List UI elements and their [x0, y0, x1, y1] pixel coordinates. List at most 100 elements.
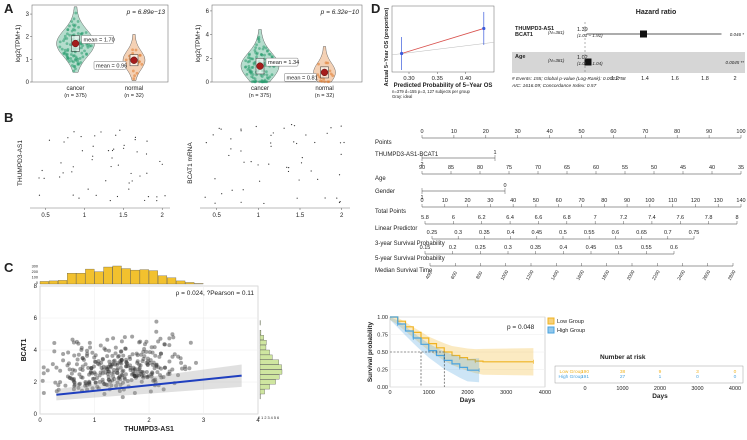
- nomogram-tick-label: 6.8: [563, 215, 571, 221]
- data-point: [72, 69, 76, 73]
- x-tick-label: 0.5: [41, 213, 50, 219]
- data-point: [214, 202, 216, 204]
- p-value-label: p = 6.32e−10: [320, 9, 360, 16]
- data-point: [72, 166, 74, 168]
- data-point: [162, 342, 167, 347]
- data-point: [87, 379, 92, 384]
- y-tick-label: 0.75: [377, 333, 388, 339]
- group-n-cancer: (n = 375): [249, 93, 272, 99]
- nomogram-tick-label: 100: [645, 198, 654, 204]
- data-point: [105, 371, 110, 376]
- data-point: [89, 366, 94, 371]
- forest-n: (N=381): [548, 30, 565, 35]
- data-point: [244, 65, 248, 69]
- data-point: [293, 141, 295, 143]
- data-point: [176, 373, 181, 378]
- data-point: [79, 345, 84, 350]
- data-point: [52, 341, 57, 346]
- data-point: [111, 359, 116, 364]
- risk-table-value: 190: [581, 369, 589, 375]
- data-point: [136, 367, 141, 372]
- data-point: [107, 348, 112, 353]
- data-point: [87, 188, 89, 190]
- risk-table-title: Number at risk: [600, 354, 646, 361]
- data-point: [77, 372, 82, 377]
- data-point: [124, 58, 128, 62]
- data-point: [92, 155, 94, 157]
- data-point: [139, 371, 144, 376]
- data-point: [146, 374, 151, 379]
- violin-normal: [313, 46, 336, 83]
- data-point: [248, 52, 251, 56]
- data-point: [156, 365, 161, 370]
- nomogram-tick-label: 40: [709, 165, 715, 171]
- data-point: [150, 362, 155, 367]
- data-point: [93, 359, 98, 364]
- nomogram-tick-label: 0.45: [531, 230, 542, 236]
- data-point: [317, 178, 319, 180]
- nomogram-tick-label: 5.8: [421, 215, 429, 221]
- y-tick-label: 0.25: [377, 368, 388, 374]
- data-point: [162, 365, 167, 370]
- risk-table-value: 38: [620, 369, 626, 375]
- y-axis-label: THUMPD3-AS1: [17, 140, 24, 186]
- x-tick-label: 1: [93, 418, 97, 424]
- nomogram-tick-label: 6: [452, 215, 455, 221]
- data-point: [120, 380, 125, 385]
- x-tick-label: 3000: [500, 390, 512, 396]
- data-point: [40, 378, 45, 383]
- median-lines: [390, 351, 445, 387]
- data-point: [45, 368, 50, 373]
- data-point: [159, 160, 161, 163]
- data-point: [135, 353, 140, 358]
- top-hist-bar: [148, 270, 158, 285]
- data-point: [139, 175, 141, 177]
- data-point: [140, 373, 145, 378]
- data-point: [70, 53, 73, 56]
- nomogram-tick-label: 400: [425, 270, 434, 280]
- data-point: [78, 197, 80, 199]
- data-point: [110, 165, 112, 168]
- forest-var2: BCAT1: [515, 32, 533, 38]
- data-point: [131, 371, 136, 376]
- data-point: [113, 148, 115, 150]
- data-point: [92, 145, 94, 147]
- data-point: [66, 49, 70, 53]
- data-point: [134, 136, 137, 138]
- km-ci-band-0: [390, 317, 534, 376]
- data-point: [263, 53, 266, 57]
- data-point: [115, 366, 120, 371]
- data-point: [76, 341, 81, 346]
- data-point: [65, 42, 69, 46]
- top-hist-bar: [85, 268, 95, 285]
- data-point: [293, 125, 296, 127]
- data-point: [94, 135, 96, 137]
- data-point: [63, 37, 67, 41]
- mean-marker-cancer: [71, 39, 80, 48]
- data-point: [93, 353, 98, 358]
- data-point: [257, 164, 259, 166]
- data-point: [268, 163, 270, 165]
- data-point: [125, 378, 130, 383]
- fit-line: [56, 374, 242, 396]
- data-point: [296, 142, 298, 145]
- right-hist-bar: [259, 354, 273, 360]
- nomogram-tick-label: 40: [510, 198, 516, 204]
- data-point: [119, 361, 124, 366]
- data-point: [270, 134, 272, 136]
- nomogram-tick-label: 120: [691, 198, 700, 204]
- nomogram-tick-label: 1000: [500, 269, 511, 282]
- x-axis-label: Predicted Probability of 5−Year OS: [394, 83, 493, 89]
- plot-frame: [211, 4, 363, 83]
- nomogram-tick-label: 0.55: [584, 230, 595, 236]
- top-hist-bar: [139, 269, 149, 285]
- data-point: [117, 375, 122, 380]
- right-hist-ticks: 0 1 2 3 4 5 6: [258, 416, 279, 420]
- data-point: [134, 48, 138, 52]
- group-n-cancer: (n = 375): [64, 93, 87, 99]
- data-point: [161, 375, 166, 380]
- data-point: [140, 359, 145, 364]
- data-point: [167, 369, 172, 374]
- data-point: [84, 383, 89, 388]
